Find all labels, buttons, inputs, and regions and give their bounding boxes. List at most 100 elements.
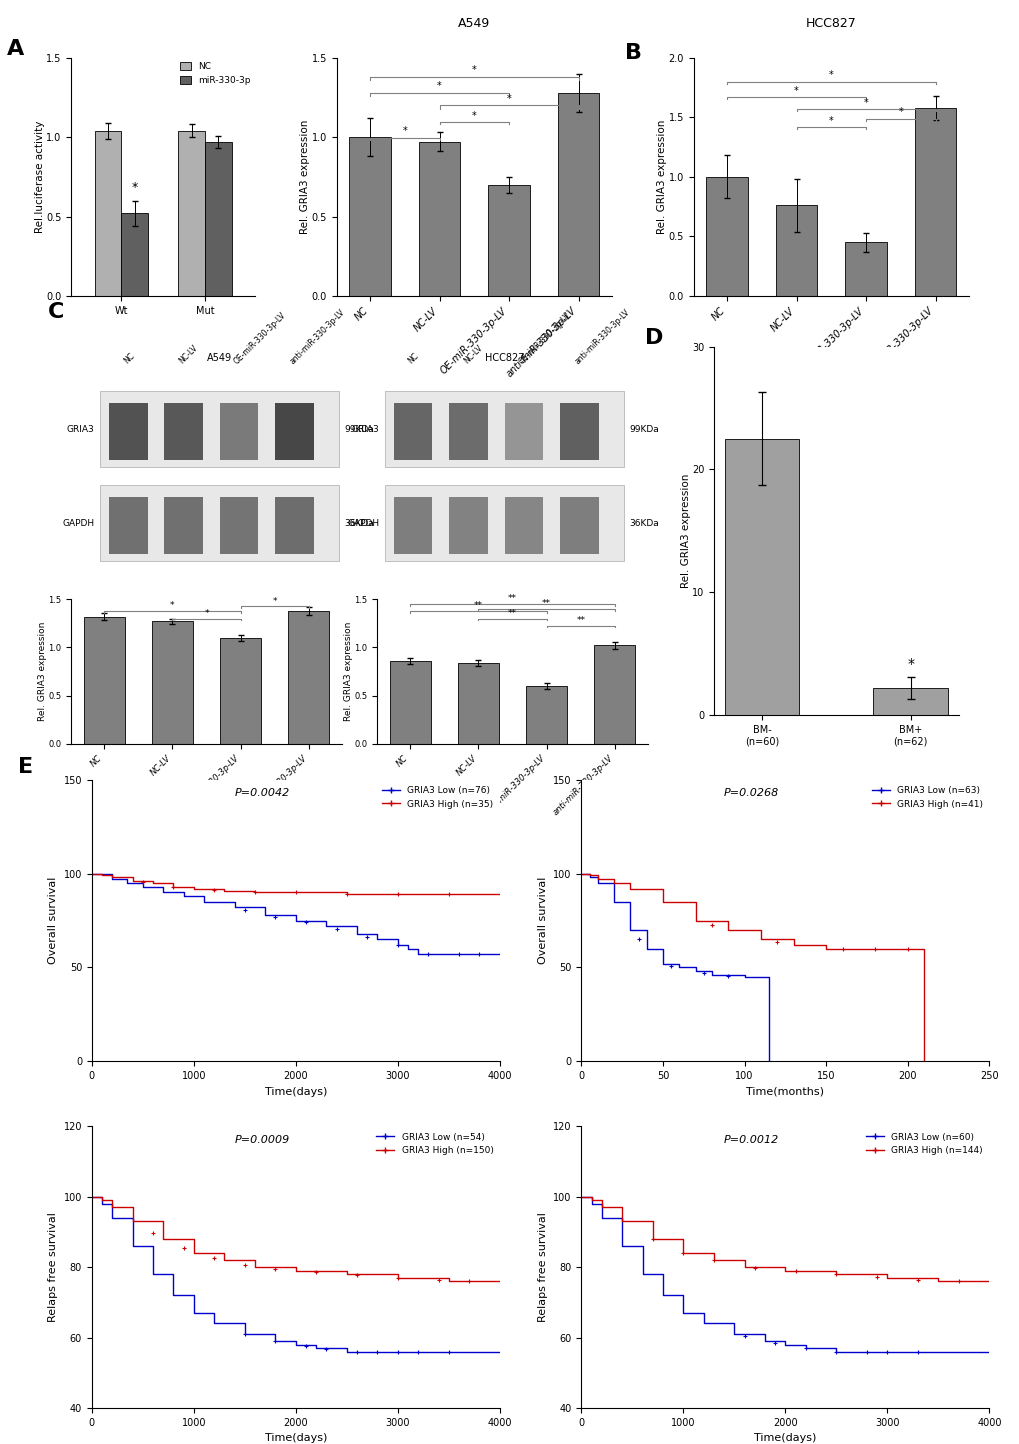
Bar bbox=[101, 391, 338, 468]
Text: OE-miR-330-3p-LV: OE-miR-330-3p-LV bbox=[517, 310, 573, 365]
Text: *: * bbox=[506, 94, 511, 104]
Text: *: * bbox=[401, 127, 407, 136]
Y-axis label: Rel. GRIA3 expression: Rel. GRIA3 expression bbox=[38, 622, 47, 721]
Title: A549: A549 bbox=[458, 17, 490, 30]
Text: anti-miR-330-3p-LV: anti-miR-330-3p-LV bbox=[573, 308, 631, 365]
Bar bbox=[774, 205, 816, 296]
Y-axis label: Rel. GRIA3 expression: Rel. GRIA3 expression bbox=[343, 622, 353, 721]
Legend: GRIA3 Low (n=54), GRIA3 High (n=150): GRIA3 Low (n=54), GRIA3 High (n=150) bbox=[374, 1131, 495, 1157]
Text: *: * bbox=[437, 81, 441, 91]
Text: 36KDa: 36KDa bbox=[344, 518, 374, 529]
Text: *: * bbox=[794, 85, 798, 95]
Text: OE-miR-330-3p-LV: OE-miR-330-3p-LV bbox=[232, 310, 287, 365]
Text: *: * bbox=[828, 71, 833, 81]
Text: *: * bbox=[906, 657, 913, 670]
Text: P=0.0042: P=0.0042 bbox=[234, 788, 289, 799]
Text: 99KDa: 99KDa bbox=[629, 425, 658, 433]
Y-axis label: Overall survival: Overall survival bbox=[537, 877, 547, 965]
Text: GAPDH: GAPDH bbox=[62, 518, 95, 529]
Bar bbox=[872, 687, 947, 715]
Text: *: * bbox=[170, 601, 174, 609]
Bar bbox=[220, 638, 261, 744]
Text: GAPDH: GAPDH bbox=[347, 518, 379, 529]
Text: GRIA3: GRIA3 bbox=[67, 425, 95, 433]
Bar bbox=[275, 403, 314, 459]
Text: NC-LV: NC-LV bbox=[462, 344, 484, 365]
Y-axis label: Rel.luciferase activity: Rel.luciferase activity bbox=[35, 121, 45, 232]
Bar bbox=[845, 243, 887, 296]
Y-axis label: Rel. GRIA3 expression: Rel. GRIA3 expression bbox=[300, 120, 310, 234]
Text: *: * bbox=[272, 596, 277, 605]
Bar bbox=[164, 497, 203, 554]
Bar bbox=[385, 485, 624, 562]
Text: *: * bbox=[131, 182, 138, 195]
Bar bbox=[559, 403, 598, 459]
Bar bbox=[458, 663, 498, 744]
Bar bbox=[526, 686, 567, 744]
Bar bbox=[219, 403, 258, 459]
Bar bbox=[109, 403, 148, 459]
Bar bbox=[348, 137, 390, 296]
Text: anti-miR-330-3p-LV: anti-miR-330-3p-LV bbox=[287, 308, 346, 365]
Text: **: ** bbox=[507, 593, 517, 604]
Bar bbox=[109, 497, 148, 554]
Bar bbox=[705, 176, 747, 296]
Bar bbox=[557, 92, 599, 296]
Text: A549: A549 bbox=[207, 354, 232, 362]
Text: HCC827: HCC827 bbox=[484, 354, 524, 362]
Bar bbox=[559, 497, 598, 554]
Legend: GRIA3 Low (n=76), GRIA3 High (n=35): GRIA3 Low (n=76), GRIA3 High (n=35) bbox=[380, 784, 495, 810]
Bar bbox=[389, 661, 430, 744]
Bar bbox=[95, 131, 121, 296]
Text: **: ** bbox=[542, 599, 550, 608]
Bar bbox=[152, 621, 193, 744]
Text: E: E bbox=[18, 757, 34, 777]
Title: HCC827: HCC827 bbox=[805, 17, 856, 30]
X-axis label: Time(days): Time(days) bbox=[264, 1434, 327, 1443]
Bar bbox=[488, 185, 530, 296]
Bar bbox=[288, 611, 329, 744]
Text: **: ** bbox=[507, 609, 517, 618]
Legend: GRIA3 Low (n=60), GRIA3 High (n=144): GRIA3 Low (n=60), GRIA3 High (n=144) bbox=[863, 1131, 984, 1157]
Bar bbox=[178, 131, 205, 296]
Bar bbox=[448, 403, 487, 459]
Text: NC-LV: NC-LV bbox=[177, 344, 200, 365]
Text: A: A bbox=[7, 39, 24, 59]
Text: **: ** bbox=[474, 601, 482, 609]
Bar bbox=[164, 403, 203, 459]
Bar bbox=[219, 497, 258, 554]
Bar bbox=[504, 497, 543, 554]
X-axis label: Time(days): Time(days) bbox=[264, 1087, 327, 1096]
Y-axis label: Rel. GRIA3 expression: Rel. GRIA3 expression bbox=[656, 120, 666, 234]
Text: **: ** bbox=[576, 615, 585, 625]
Text: B: B bbox=[625, 43, 641, 64]
Bar bbox=[594, 645, 635, 744]
Text: *: * bbox=[204, 609, 209, 618]
Text: 99KDa: 99KDa bbox=[344, 425, 374, 433]
Text: P=0.0009: P=0.0009 bbox=[234, 1135, 289, 1145]
Y-axis label: Rel. GRIA3 expression: Rel. GRIA3 expression bbox=[680, 474, 690, 588]
Legend: GRIA3 Low (n=63), GRIA3 High (n=41): GRIA3 Low (n=63), GRIA3 High (n=41) bbox=[869, 784, 984, 810]
Bar bbox=[205, 142, 231, 296]
Text: *: * bbox=[898, 107, 903, 117]
Text: D: D bbox=[645, 328, 663, 348]
X-axis label: Time(days): Time(days) bbox=[753, 1434, 816, 1443]
Text: GRIA3: GRIA3 bbox=[352, 425, 379, 433]
Legend: NC, miR-330-3p: NC, miR-330-3p bbox=[179, 62, 251, 85]
Bar bbox=[84, 617, 124, 744]
Y-axis label: Overall survival: Overall survival bbox=[48, 877, 58, 965]
Text: P=0.0268: P=0.0268 bbox=[723, 788, 779, 799]
Y-axis label: Relaps free survival: Relaps free survival bbox=[48, 1212, 58, 1323]
Bar bbox=[393, 403, 432, 459]
Text: *: * bbox=[863, 98, 867, 108]
Bar bbox=[448, 497, 487, 554]
Text: P=0.0012: P=0.0012 bbox=[723, 1135, 779, 1145]
Bar bbox=[725, 439, 799, 715]
X-axis label: Time(months): Time(months) bbox=[746, 1087, 823, 1096]
Text: NC: NC bbox=[407, 352, 421, 365]
Text: *: * bbox=[472, 65, 476, 75]
Text: C: C bbox=[48, 302, 64, 322]
Bar bbox=[914, 108, 956, 296]
Text: *: * bbox=[472, 111, 476, 120]
Bar bbox=[418, 142, 460, 296]
